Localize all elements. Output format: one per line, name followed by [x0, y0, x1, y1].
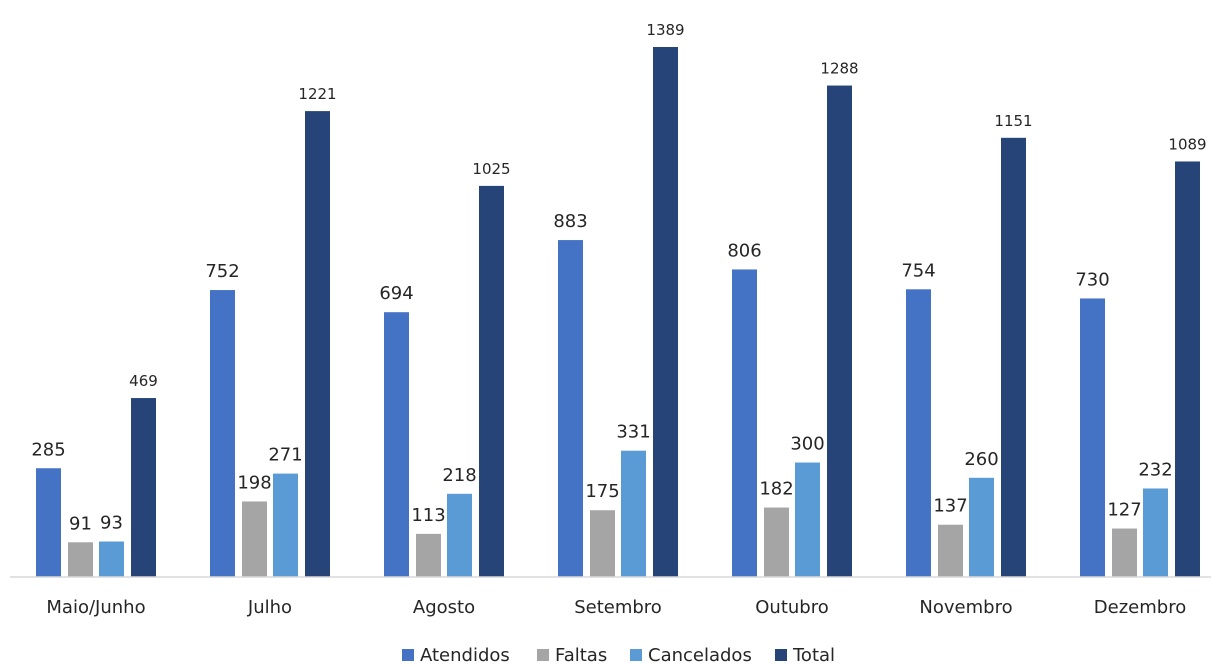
bar-atendidos-setembro [558, 240, 583, 577]
data-label-atendidos-maio-junho: 285 [31, 439, 65, 460]
bar-faltas-outubro [764, 507, 789, 577]
legend-label-cancelados: Cancelados [648, 645, 752, 666]
bar-faltas-setembro [590, 510, 615, 577]
data-label-cancelados-agosto: 218 [442, 465, 476, 486]
bar-total-dezembro [1175, 161, 1200, 578]
data-label-faltas-outubro: 182 [759, 479, 793, 500]
category-label-novembro: Novembro [919, 597, 1012, 618]
data-label-atendidos-novembro: 754 [901, 260, 935, 281]
legend-label-faltas: Faltas [555, 645, 607, 666]
data-label-faltas-maio-junho: 91 [69, 513, 92, 534]
bar-atendidos-julho [210, 290, 235, 577]
bar-atendidos-agosto [384, 312, 409, 577]
bar-cancelados-agosto [447, 493, 472, 577]
value-labels-layer: 285 91 93 469 752 198 271 1221 694 113 218 1025 883 1… [31, 21, 1206, 534]
data-label-total-dezembro: 1089 [1168, 135, 1206, 153]
data-label-faltas-setembro: 175 [585, 481, 619, 502]
data-label-faltas-novembro: 137 [933, 496, 967, 517]
data-label-total-setembro: 1389 [646, 21, 684, 39]
legend: Atendidos Faltas Cancelados Total [402, 645, 835, 666]
data-label-total-julho: 1221 [298, 85, 336, 103]
data-label-cancelados-julho: 271 [268, 445, 302, 466]
bar-cancelados-julho [273, 473, 298, 577]
category-label-agosto: Agosto [413, 597, 475, 618]
data-label-cancelados-outubro: 300 [790, 434, 824, 455]
data-label-faltas-julho: 198 [237, 472, 271, 493]
data-label-faltas-dezembro: 127 [1107, 500, 1141, 521]
category-label-julho: Julho [247, 597, 292, 618]
bar-faltas-julho [242, 501, 267, 577]
bar-cancelados-novembro [969, 477, 994, 577]
legend-swatch-atendidos [402, 649, 414, 661]
bar-total-agosto [479, 185, 504, 577]
bar-atendidos-outubro [732, 269, 757, 577]
bar-cancelados-outubro [795, 462, 820, 577]
bar-total-setembro [653, 47, 678, 577]
data-label-total-agosto: 1025 [472, 160, 510, 178]
bar-total-julho [305, 111, 330, 577]
data-label-atendidos-julho: 752 [205, 261, 239, 282]
data-label-cancelados-novembro: 260 [964, 449, 998, 470]
bar-cancelados-setembro [621, 450, 646, 577]
category-label-outubro: Outubro [755, 597, 829, 618]
category-label-dezembro: Dezembro [1094, 597, 1186, 618]
data-label-total-outubro: 1288 [820, 60, 858, 78]
legend-label-total: Total [792, 645, 835, 666]
bar-atendidos-novembro [906, 289, 931, 577]
bar-cancelados-dezembro [1143, 488, 1168, 577]
legend-swatch-total [775, 649, 787, 661]
bar-faltas-maio-junho [68, 542, 93, 577]
bar-total-novembro [1001, 137, 1026, 577]
bar-cancelados-maio-junho [99, 541, 124, 577]
bar-faltas-agosto [416, 533, 441, 577]
category-label-maio-junho: Maio/Junho [46, 597, 145, 618]
data-label-atendidos-dezembro: 730 [1075, 269, 1109, 290]
bar-total-maio-junho [131, 398, 156, 577]
data-label-total-maio-junho: 469 [129, 372, 158, 390]
bar-atendidos-dezembro [1080, 298, 1105, 577]
data-label-faltas-agosto: 113 [411, 505, 445, 526]
data-label-cancelados-setembro: 331 [616, 422, 650, 443]
bar-faltas-novembro [938, 524, 963, 577]
data-label-atendidos-outubro: 806 [727, 240, 761, 261]
data-label-total-novembro: 1151 [994, 112, 1032, 130]
legend-swatch-cancelados [630, 649, 642, 661]
bar-atendidos-maio-junho [36, 468, 61, 577]
category-label-setembro: Setembro [574, 597, 662, 618]
legend-swatch-faltas [537, 649, 549, 661]
bar-faltas-dezembro [1112, 528, 1137, 577]
bars-layer [36, 47, 1200, 578]
data-label-atendidos-agosto: 694 [379, 283, 413, 304]
category-labels-layer: Maio/Junho Julho Agosto Setembro Outubro Nove… [46, 597, 1186, 618]
bar-total-outubro [827, 85, 852, 577]
legend-label-atendidos: Atendidos [420, 645, 510, 666]
data-label-atendidos-setembro: 883 [553, 211, 587, 232]
data-label-cancelados-dezembro: 232 [1138, 459, 1172, 480]
data-label-cancelados-maio-junho: 93 [100, 513, 123, 534]
